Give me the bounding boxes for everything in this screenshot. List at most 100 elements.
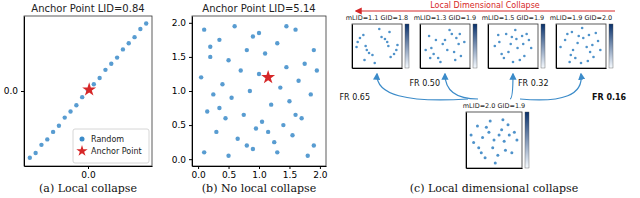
point [68,109,72,113]
point [393,53,396,56]
panel: mLID=1.9 GID=2.0 [550,14,613,69]
point [515,38,518,41]
point [494,161,497,164]
point [389,56,392,59]
point [290,133,294,137]
tick: 0.0 [81,166,96,180]
point [211,92,215,96]
diagram-annotations: Local Dimensional CollapseFR 0.65FR 0.50… [339,1,626,195]
point [380,36,383,39]
point [315,68,319,72]
point [28,156,32,160]
point [373,62,376,65]
tick: 1.0 [172,86,192,96]
fr-label: FR 0.16 [592,93,627,102]
collapse-arrow [356,10,615,11]
point [568,61,571,64]
point [51,130,55,134]
tick: 0.0 [191,166,206,180]
point [138,27,142,31]
point [496,154,499,157]
point [272,140,276,144]
panel: mLID=2.0 GID=1.9 [463,102,529,169]
point [485,126,488,129]
point [80,95,84,99]
y-axis [352,25,353,69]
point [515,139,518,142]
tick-label: 2.0 [172,18,187,28]
tick: 2.0 [172,18,192,28]
tick-mark [189,57,192,58]
point [504,149,507,152]
point [491,146,494,149]
tick-label: 0.0 [81,170,96,180]
marks [424,29,465,64]
point [202,150,206,154]
point [257,72,261,76]
legend-box [73,129,149,163]
axis-line [353,68,403,69]
axis-line [557,68,607,69]
colorbar [525,112,529,168]
point [242,113,246,117]
point [581,27,584,30]
title: mLID=1.3 GID=1.9 [414,14,476,22]
tick-label: 0.5 [172,120,186,130]
tick-label: 1.0 [172,86,187,96]
tick-mark [189,23,192,24]
point [363,59,366,62]
point [109,62,113,66]
point [587,60,590,63]
point [103,68,107,72]
anchor-point [261,70,275,83]
marks [494,29,533,64]
tick-label: 1.0 [252,170,267,180]
point [396,44,399,47]
colorbar [541,24,545,68]
point [254,126,258,130]
colorbar [609,24,613,68]
axis-line [421,68,471,69]
point [364,45,367,48]
panel: mLID=1.5 GID=1.9 [482,14,545,69]
point [523,55,526,58]
point [500,128,503,131]
point [528,39,531,42]
point [512,61,515,64]
point [144,21,148,25]
point [378,28,381,31]
point [582,37,585,40]
tick-label: 1.5 [283,170,297,180]
tick-label: 0.0 [172,155,187,165]
point [460,55,463,58]
figure: 0.00.0Anchor Point LID=0.84RandomAnchor … [0,0,640,198]
marks [199,24,319,158]
axis-line [352,25,353,69]
point [223,116,227,120]
point [245,143,249,147]
point [441,43,444,46]
point [503,140,506,143]
point [202,27,206,31]
point [365,49,368,52]
point [386,41,389,44]
point [498,41,501,44]
fr-arrow [377,74,468,100]
point [480,151,483,154]
tick: 0.0 [172,155,192,165]
point [63,115,67,119]
tick-mark [289,166,290,169]
colorbar [473,24,477,68]
marks [470,118,519,164]
point [296,79,300,83]
point [430,47,433,50]
legend-symbol [76,145,87,156]
tick: 1.5 [283,166,297,180]
x-axis: 0.00.51.01.52.0 [191,166,327,180]
x-axis [421,68,471,69]
point [281,123,285,127]
x-axis [467,168,523,169]
point [432,53,435,56]
point [509,43,512,46]
point [576,42,579,45]
